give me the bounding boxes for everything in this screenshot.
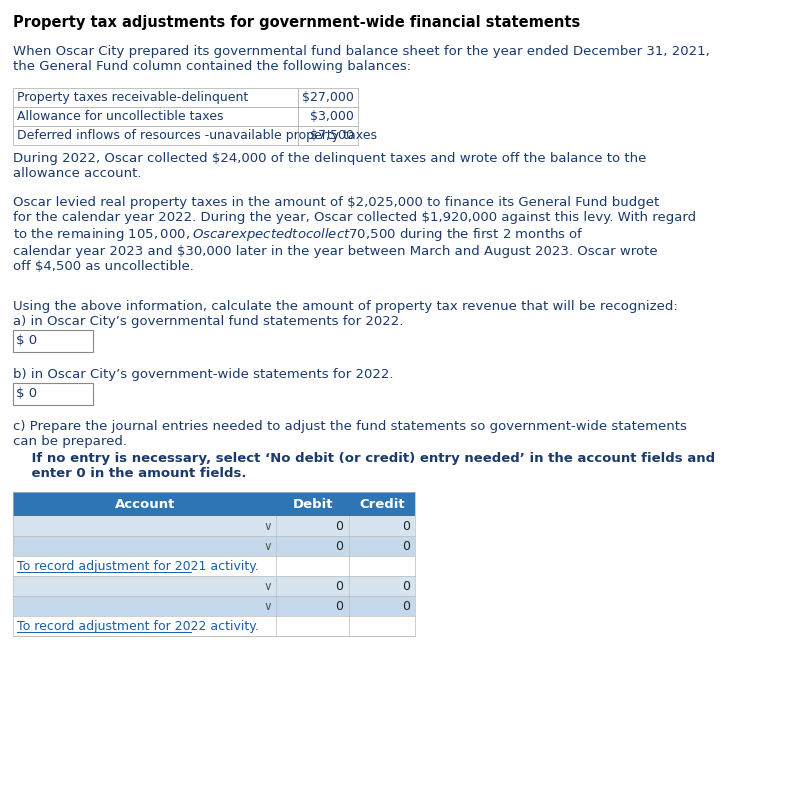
Text: $27,000: $27,000 bbox=[302, 91, 354, 104]
Bar bbox=[14, 516, 415, 536]
Text: Account: Account bbox=[114, 498, 175, 511]
Bar bbox=[14, 596, 415, 616]
Text: To record adjustment for 2021 activity.: To record adjustment for 2021 activity. bbox=[17, 560, 258, 573]
Bar bbox=[14, 616, 415, 636]
Bar bbox=[14, 88, 298, 107]
Text: c) Prepare the journal entries needed to adjust the fund statements so governmen: c) Prepare the journal entries needed to… bbox=[14, 420, 687, 448]
Bar bbox=[298, 126, 358, 145]
Text: 0: 0 bbox=[335, 600, 343, 613]
Text: Property tax adjustments for government-wide financial statements: Property tax adjustments for government-… bbox=[14, 15, 581, 30]
Text: 0: 0 bbox=[335, 580, 343, 593]
Text: $ 0: $ 0 bbox=[16, 334, 37, 347]
Bar bbox=[14, 536, 415, 556]
Text: $ 0: $ 0 bbox=[16, 387, 37, 400]
Text: Deferred inflows of resources -unavailable property taxes: Deferred inflows of resources -unavailab… bbox=[17, 129, 377, 142]
Bar bbox=[298, 107, 358, 126]
Text: $7,500: $7,500 bbox=[310, 129, 354, 142]
Text: ∨: ∨ bbox=[263, 580, 272, 593]
Text: Oscar levied real property taxes in the amount of $2,025,000 to finance its Gene: Oscar levied real property taxes in the … bbox=[14, 196, 696, 273]
Text: Allowance for uncollectible taxes: Allowance for uncollectible taxes bbox=[17, 110, 223, 123]
Bar bbox=[14, 576, 415, 596]
Text: 0: 0 bbox=[335, 520, 343, 533]
Bar bbox=[14, 126, 298, 145]
Text: Credit: Credit bbox=[359, 498, 405, 511]
Text: Debit: Debit bbox=[292, 498, 333, 511]
Text: 0: 0 bbox=[402, 520, 410, 533]
Bar bbox=[14, 492, 415, 516]
Bar bbox=[14, 107, 298, 126]
Text: 0: 0 bbox=[402, 580, 410, 593]
Bar bbox=[14, 330, 93, 352]
Text: To record adjustment for 2022 activity.: To record adjustment for 2022 activity. bbox=[17, 620, 258, 633]
Text: ∨: ∨ bbox=[263, 540, 272, 553]
Text: 0: 0 bbox=[402, 600, 410, 613]
Text: When Oscar City prepared its governmental fund balance sheet for the year ended : When Oscar City prepared its governmenta… bbox=[14, 45, 710, 73]
Text: ∨: ∨ bbox=[263, 520, 272, 533]
Text: 0: 0 bbox=[335, 540, 343, 553]
Text: If no entry is necessary, select ‘No debit (or credit) entry needed’ in the acco: If no entry is necessary, select ‘No deb… bbox=[14, 452, 715, 480]
Text: b) in Oscar City’s government-wide statements for 2022.: b) in Oscar City’s government-wide state… bbox=[14, 368, 394, 381]
Text: 0: 0 bbox=[402, 540, 410, 553]
Text: $3,000: $3,000 bbox=[310, 110, 354, 123]
Text: During 2022, Oscar collected $24,000 of the delinquent taxes and wrote off the b: During 2022, Oscar collected $24,000 of … bbox=[14, 152, 646, 180]
Text: ∨: ∨ bbox=[263, 600, 272, 613]
Text: Property taxes receivable-delinquent: Property taxes receivable-delinquent bbox=[17, 91, 248, 104]
Bar bbox=[298, 88, 358, 107]
Text: Using the above information, calculate the amount of property tax revenue that w: Using the above information, calculate t… bbox=[14, 300, 678, 328]
Bar bbox=[14, 383, 93, 405]
Bar bbox=[14, 556, 415, 576]
